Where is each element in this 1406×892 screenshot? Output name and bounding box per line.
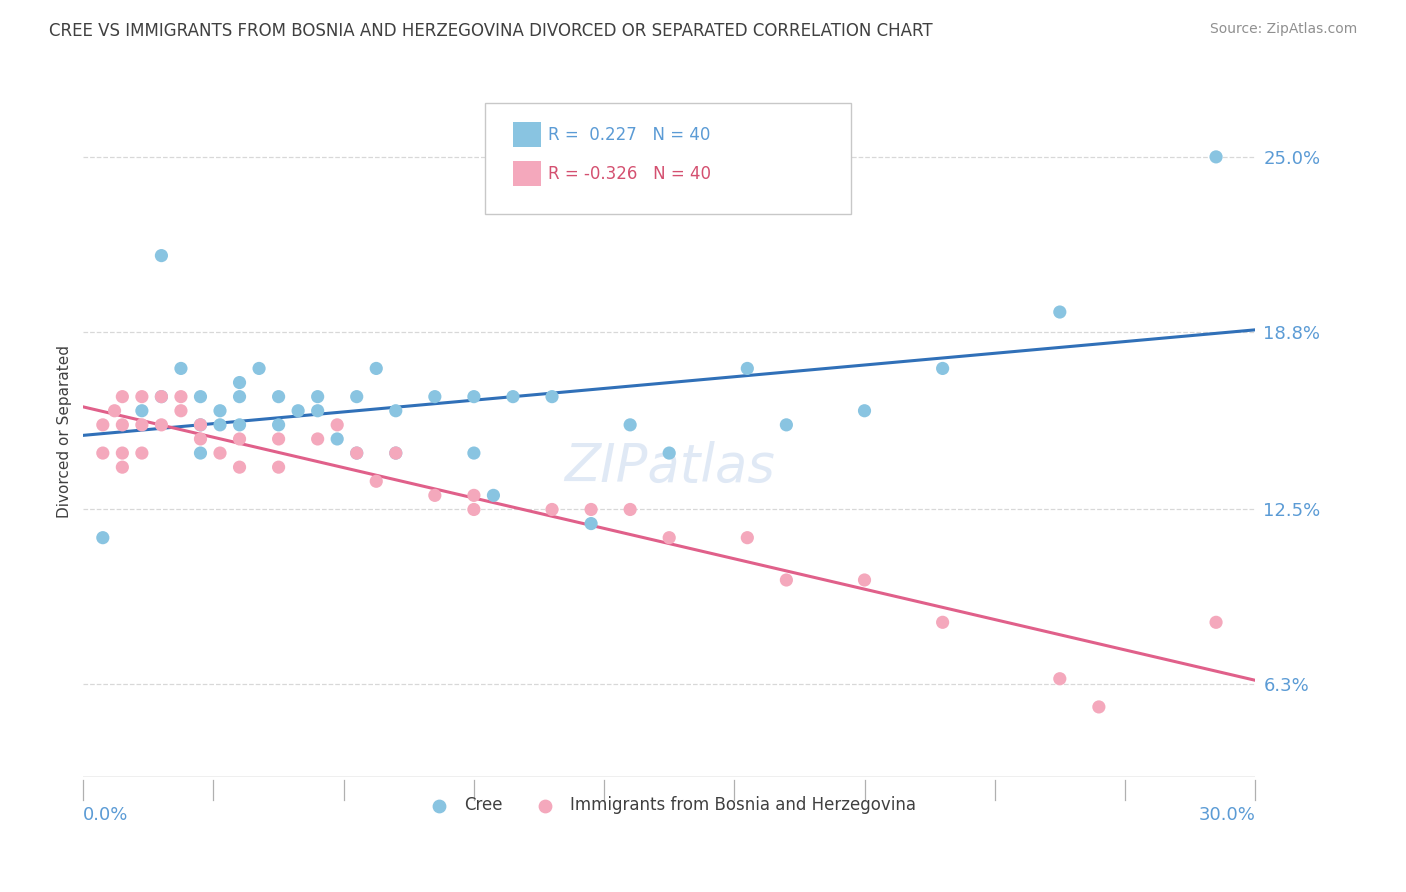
Point <box>190 417 212 432</box>
Point <box>208 446 231 460</box>
Point <box>326 432 349 446</box>
Text: R =  0.227   N = 40: R = 0.227 N = 40 <box>548 126 710 144</box>
Point <box>150 249 173 263</box>
Point <box>326 417 349 432</box>
Point <box>307 403 329 417</box>
Point <box>1205 150 1227 164</box>
Point <box>1205 615 1227 630</box>
Point <box>267 417 290 432</box>
Point <box>346 446 368 460</box>
Point <box>190 446 212 460</box>
Point <box>170 361 193 376</box>
Point <box>658 446 681 460</box>
Point <box>208 417 231 432</box>
Text: 0.0%: 0.0% <box>83 805 129 823</box>
Point <box>150 390 173 404</box>
Point <box>737 361 759 376</box>
Point <box>228 432 250 446</box>
Point <box>579 502 602 516</box>
Point <box>228 460 250 475</box>
Point <box>228 376 250 390</box>
Point <box>131 390 153 404</box>
Point <box>208 403 231 417</box>
Point <box>228 390 250 404</box>
Point <box>541 390 564 404</box>
Point <box>463 488 485 502</box>
Point <box>190 432 212 446</box>
Point <box>463 390 485 404</box>
Point <box>170 403 193 417</box>
Point <box>346 446 368 460</box>
Point <box>111 460 134 475</box>
Legend: Cree, Immigrants from Bosnia and Herzegovina: Cree, Immigrants from Bosnia and Herzego… <box>416 789 922 821</box>
Point <box>111 446 134 460</box>
Point <box>1088 700 1111 714</box>
Point <box>111 417 134 432</box>
Point <box>111 390 134 404</box>
Point <box>931 615 953 630</box>
Point <box>384 446 406 460</box>
Point <box>131 446 153 460</box>
Point <box>131 417 153 432</box>
Point <box>150 390 173 404</box>
Point <box>267 390 290 404</box>
Point <box>384 403 406 417</box>
Point <box>579 516 602 531</box>
Point <box>247 361 270 376</box>
Point <box>346 390 368 404</box>
Point <box>190 390 212 404</box>
Point <box>131 403 153 417</box>
Point <box>619 502 641 516</box>
Point <box>267 460 290 475</box>
Point <box>423 488 446 502</box>
Point <box>307 390 329 404</box>
Point <box>91 417 114 432</box>
Text: R = -0.326   N = 40: R = -0.326 N = 40 <box>548 165 711 183</box>
Point <box>658 531 681 545</box>
Point <box>267 432 290 446</box>
Text: Source: ZipAtlas.com: Source: ZipAtlas.com <box>1209 22 1357 37</box>
Point <box>853 573 876 587</box>
Point <box>307 432 329 446</box>
Text: CREE VS IMMIGRANTS FROM BOSNIA AND HERZEGOVINA DIVORCED OR SEPARATED CORRELATION: CREE VS IMMIGRANTS FROM BOSNIA AND HERZE… <box>49 22 932 40</box>
Point <box>482 488 505 502</box>
Point <box>463 502 485 516</box>
Point <box>91 531 114 545</box>
Point <box>853 403 876 417</box>
Text: ZIPatlas: ZIPatlas <box>564 441 775 492</box>
Point <box>384 446 406 460</box>
Y-axis label: Divorced or Separated: Divorced or Separated <box>58 345 72 518</box>
Point <box>287 403 309 417</box>
Point <box>366 475 388 489</box>
Point <box>170 390 193 404</box>
Text: 30.0%: 30.0% <box>1198 805 1256 823</box>
Point <box>1049 305 1071 319</box>
Point <box>150 417 173 432</box>
Point <box>228 417 250 432</box>
Point <box>775 573 797 587</box>
Point <box>541 502 564 516</box>
Point <box>737 531 759 545</box>
Point <box>366 361 388 376</box>
Point <box>931 361 953 376</box>
Point <box>1049 672 1071 686</box>
Point <box>103 403 125 417</box>
Point <box>502 390 524 404</box>
Point <box>619 417 641 432</box>
Point <box>775 417 797 432</box>
Point <box>190 417 212 432</box>
Point <box>463 446 485 460</box>
Point <box>91 446 114 460</box>
Point <box>423 390 446 404</box>
